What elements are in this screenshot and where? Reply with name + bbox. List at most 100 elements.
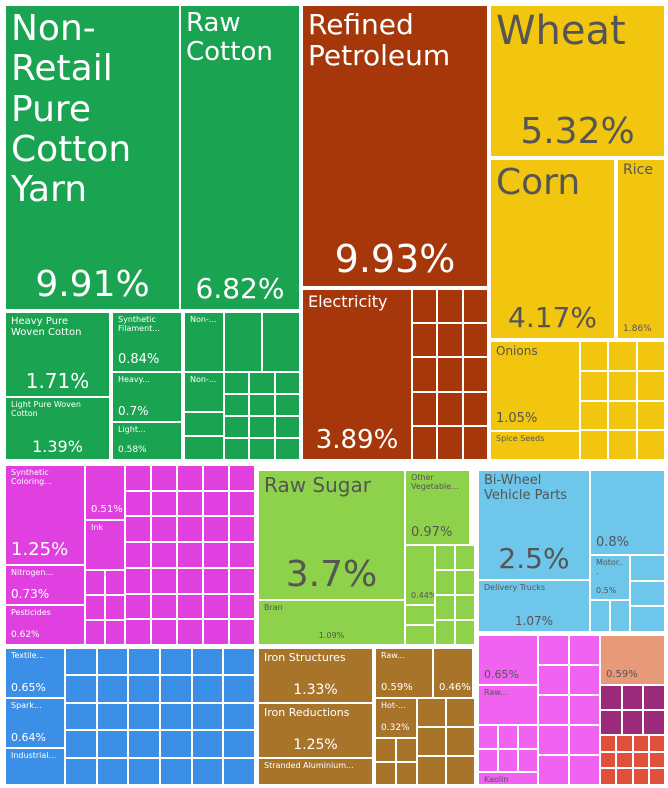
tile-label: Heavy...: [118, 375, 150, 384]
small-tile: [590, 600, 610, 632]
tile: Synthetic Coloring... 1.25%: [5, 465, 85, 565]
tile: 0.8%: [590, 470, 665, 555]
tile: 0.51%: [85, 465, 125, 520]
tile-value: 9.93%: [334, 237, 456, 282]
small-tile: [203, 516, 229, 543]
small-tile: [203, 542, 229, 568]
small-tile: [435, 570, 455, 595]
small-tile: [96, 675, 129, 703]
small-tile: [478, 748, 498, 772]
tile: Corn 4.17%: [490, 159, 615, 339]
small-tile: [437, 323, 463, 358]
tile: Stranded Aluminium...: [258, 758, 373, 785]
small-tile: [643, 710, 665, 735]
small-tile: [160, 648, 192, 676]
tile: Non-Retail Pure Cotton Yarn 9.91%: [5, 5, 180, 310]
small-tile: [191, 702, 224, 731]
small-tile: [462, 289, 488, 324]
small-tile: [229, 465, 255, 491]
small-tile: [223, 730, 255, 758]
small-tile: [65, 675, 97, 703]
small-tile: [518, 748, 538, 772]
small-tile: [412, 323, 438, 358]
small-tile: [580, 370, 609, 401]
small-tile: [435, 545, 455, 570]
small-tile: [630, 555, 665, 581]
small-tile: [455, 595, 475, 620]
small-tile: [274, 438, 300, 460]
tile-label: Light...: [118, 425, 146, 434]
small-tile: [600, 710, 622, 735]
tile-value: 3.89%: [315, 424, 399, 455]
small-tile: [412, 289, 438, 324]
small-tile: [538, 755, 569, 785]
tile-label: Spark...: [11, 701, 42, 710]
tile: Motor... 0.5%: [590, 555, 630, 600]
tile: Heavy Pure Woven Cotton 1.71%: [5, 312, 110, 397]
tile-label: Spice Seeds: [496, 434, 545, 443]
tile-value: 1.07%: [514, 613, 554, 628]
tile-label: Light Pure Woven Cotton: [11, 400, 81, 418]
small-tile: [191, 648, 224, 676]
small-tile: [437, 425, 463, 460]
small-tile: [417, 698, 446, 727]
small-tile: [125, 465, 151, 491]
small-tile: [224, 438, 250, 460]
tile-value: 0.97%: [411, 525, 453, 541]
tile-value: 4.17%: [508, 301, 597, 335]
tile: Non-...: [184, 312, 224, 372]
small-tile: [160, 730, 192, 758]
small-tile: [191, 757, 224, 785]
small-tile: [177, 465, 203, 491]
tile: Spark... 0.64%: [5, 698, 65, 748]
tile: 0.46%: [433, 648, 473, 698]
tile: 0.44%: [405, 545, 435, 605]
small-tile: [160, 675, 192, 703]
small-tile: [580, 430, 609, 460]
small-tile: [608, 341, 637, 371]
small-tile: [569, 665, 600, 695]
small-tile: [151, 619, 177, 645]
small-tile: [643, 685, 665, 710]
tile: Iron Reductions 1.25%: [258, 703, 373, 758]
small-tile: [396, 738, 417, 762]
small-tile: [446, 698, 475, 727]
small-tile: [621, 685, 644, 710]
small-tile: [203, 490, 229, 517]
small-tile: [105, 620, 125, 645]
tile-label: Heavy Pure Woven Cotton: [11, 316, 82, 339]
small-tile: [249, 438, 275, 460]
small-tile: [462, 357, 488, 392]
small-tile: [96, 702, 129, 731]
small-tile: [128, 702, 160, 731]
small-tile: [600, 735, 617, 752]
small-tile: [151, 567, 177, 594]
small-tile: [375, 738, 396, 762]
tile-label: Stranded Aluminium...: [264, 761, 354, 770]
small-tile: [184, 436, 224, 460]
small-tile: [405, 605, 435, 625]
small-tile: [518, 725, 538, 749]
tile: Synthetic Filament... 0.84%: [112, 312, 182, 372]
small-tile: [462, 391, 488, 426]
small-tile: [417, 727, 446, 756]
small-tile: [128, 648, 160, 676]
small-tile: [224, 416, 250, 438]
small-tile: [636, 370, 665, 401]
tile-value: 0.64%: [11, 730, 46, 744]
tile-label: Bi-Wheel Vehicle Parts: [484, 473, 568, 503]
tile-value: 0.73%: [11, 586, 50, 601]
tile-label: Hot-...: [381, 701, 406, 710]
tile-value: 0.5%: [596, 586, 617, 596]
tile: Light Pure Woven Cotton 1.39%: [5, 397, 110, 460]
tile: Heavy... 0.7%: [112, 372, 182, 422]
tile-value: 1.25%: [293, 737, 338, 754]
small-tile: [177, 490, 203, 517]
tile: Raw... 0.59%: [375, 648, 433, 698]
tile-label: Delivery Trucks: [484, 583, 546, 592]
tile: Industrial...: [5, 748, 65, 785]
tile-value: 1.09%: [318, 631, 345, 641]
tile-label: Iron Structures: [264, 651, 346, 664]
small-tile: [455, 545, 475, 570]
tile-value: 9.91%: [35, 263, 150, 305]
